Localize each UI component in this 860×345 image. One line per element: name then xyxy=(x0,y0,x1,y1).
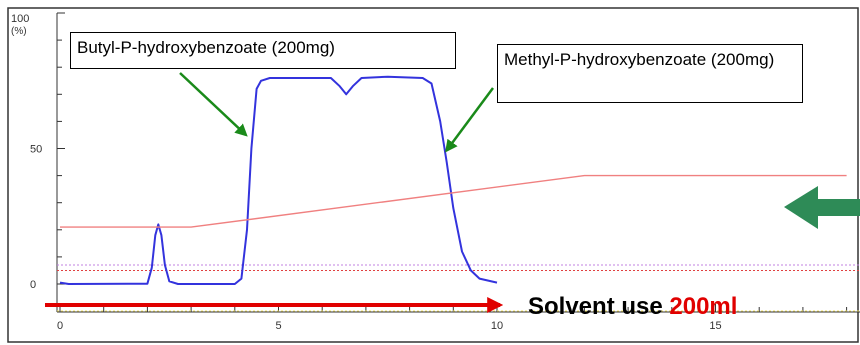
solvent-amount: 200ml xyxy=(669,293,738,320)
absorbance-series-line xyxy=(59,75,498,285)
butyl-annotation-label: Butyl-P-hydroxybenzoate (200mg) xyxy=(70,32,456,69)
y-tick-label: 50 xyxy=(30,144,42,156)
x-tick-label: 15 xyxy=(709,320,721,332)
x-tick-label: 10 xyxy=(491,320,503,332)
outer-frame xyxy=(7,7,859,343)
butyl-annotation-arrow xyxy=(179,72,248,137)
solvent-use-text: Solvent use xyxy=(528,293,670,320)
solvent-use-caption: Solvent use 200ml xyxy=(528,293,737,321)
y-tick-label: 100 xyxy=(11,13,29,25)
methyl-annotation-label: Methyl-P-hydroxybenzoate (200mg) xyxy=(497,44,803,103)
y-unit-label: (%) xyxy=(11,26,27,37)
methyl-annotation-arrow xyxy=(445,87,495,153)
green-left-arrow xyxy=(784,186,860,229)
gradient-series-line xyxy=(60,174,847,228)
x-tick-label: 5 xyxy=(275,320,281,332)
y-tick-label: 0 xyxy=(30,279,36,291)
x-tick-label: 0 xyxy=(57,320,63,332)
